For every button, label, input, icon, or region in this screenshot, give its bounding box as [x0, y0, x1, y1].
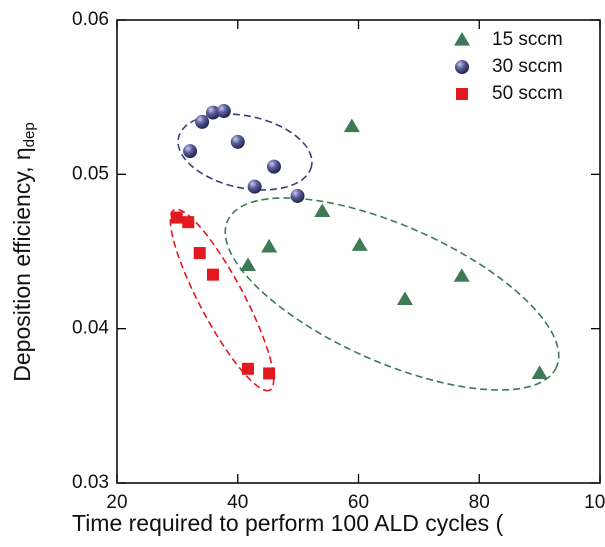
y-tick-label: 0.04 — [72, 318, 109, 339]
triangle-marker — [351, 237, 368, 251]
square-marker — [206, 268, 219, 281]
square-marker — [182, 216, 195, 229]
circle-marker — [205, 105, 220, 120]
legend-marker — [456, 88, 468, 100]
triangle-marker — [396, 291, 413, 305]
circle-marker — [266, 159, 281, 174]
square-marker — [193, 247, 206, 260]
circle-marker — [290, 188, 305, 203]
y-tick-label: 0.05 — [72, 163, 109, 184]
circle-marker — [216, 104, 231, 119]
triangle-marker — [453, 268, 470, 282]
x-axis-title: Time required to perform 100 ALD cycles … — [72, 510, 504, 536]
group-outline — [169, 208, 275, 392]
y-axis-title: Deposition efficiency, ηdep — [9, 122, 38, 381]
triangle-marker — [343, 118, 360, 133]
legend-marker — [455, 60, 469, 74]
y-tick-label: 0.03 — [72, 472, 109, 493]
x-tick-label: 60 — [348, 492, 369, 513]
square-marker — [263, 367, 276, 380]
square-marker — [242, 362, 255, 375]
triangle-marker — [531, 365, 548, 380]
legend-label: 50 sccm — [492, 83, 563, 104]
x-tick-label: 40 — [227, 492, 248, 513]
group-outline — [177, 113, 313, 191]
circle-marker — [183, 144, 198, 159]
x-tick-label: 20 — [106, 492, 127, 513]
y-tick-label: 0.06 — [72, 9, 109, 30]
x-tick-label: 100 — [584, 492, 605, 513]
circle-marker — [247, 179, 262, 194]
legend-label: 30 sccm — [492, 56, 563, 77]
y-axis-title-main: Deposition efficiency, η — [9, 147, 35, 381]
circle-marker — [195, 114, 210, 129]
circle-marker — [230, 134, 245, 149]
triangle-marker — [314, 203, 331, 217]
legend-marker — [454, 32, 470, 46]
triangle-marker — [261, 238, 278, 253]
y-axis-title-sub: dep — [21, 122, 38, 147]
group-outline — [224, 197, 560, 391]
legend-label: 15 sccm — [492, 29, 563, 50]
triangle-marker — [240, 257, 257, 271]
square-marker — [170, 211, 183, 224]
x-tick-label: 80 — [469, 492, 490, 513]
